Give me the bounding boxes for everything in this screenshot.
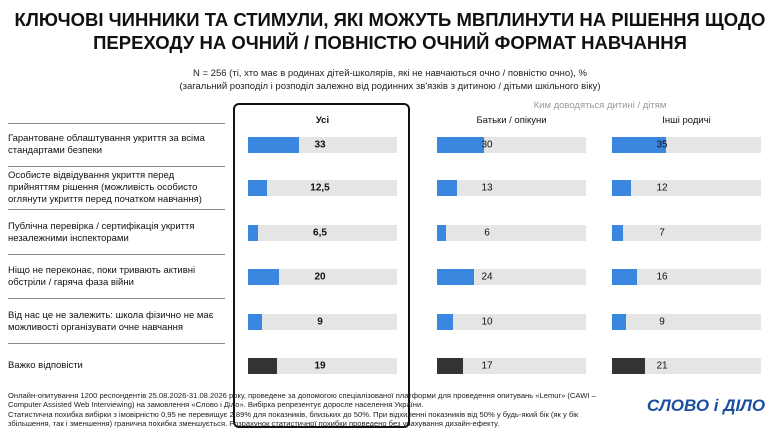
bar xyxy=(437,225,447,241)
bar-track xyxy=(612,358,761,374)
row-separator xyxy=(8,343,225,344)
value-label: 35 xyxy=(656,139,668,151)
footer-note: Онлайн-опитування 1200 респондентів 25.0… xyxy=(8,391,596,410)
spacer xyxy=(450,130,780,131)
bar-track xyxy=(612,180,761,196)
value-label: 33 xyxy=(314,139,326,151)
bar-track xyxy=(248,225,397,241)
row-separator xyxy=(8,298,225,299)
bar xyxy=(612,137,667,153)
series-header: Батьки / опікуни xyxy=(476,115,547,126)
series-header: Інші родичі xyxy=(662,115,711,126)
value-label: 24 xyxy=(481,271,493,283)
chart-title: КЛЮЧОВІ ЧИННИКИ ТА СТИМУЛИ, ЯКІ МОЖУТЬ М… xyxy=(14,9,766,53)
bar xyxy=(612,358,645,374)
value-label: 19 xyxy=(314,360,326,372)
bar-track xyxy=(248,358,397,374)
bar xyxy=(437,137,484,153)
value-label: 30 xyxy=(481,139,493,151)
value-label: 6,5 xyxy=(313,227,327,239)
value-label: 12 xyxy=(656,182,668,194)
value-label: 7 xyxy=(659,227,665,239)
row-separator xyxy=(8,254,225,255)
value-label: 13 xyxy=(481,182,493,194)
footer-note: Статистична похибка вибірки з імовірніст… xyxy=(8,410,579,429)
value-label: 12,5 xyxy=(310,182,330,194)
bar-track xyxy=(437,314,586,330)
bar-track xyxy=(612,225,761,241)
bar xyxy=(612,180,631,196)
series-header: Усі xyxy=(315,115,330,126)
bar-track xyxy=(437,358,586,374)
value-label: 10 xyxy=(481,316,493,328)
bar xyxy=(248,137,300,153)
bar xyxy=(248,180,268,196)
category-label: Від нас це не залежить: школа фізично не… xyxy=(8,310,214,333)
bar-track xyxy=(248,180,397,196)
value-label: 17 xyxy=(481,360,493,372)
value-label: 16 xyxy=(656,271,668,283)
bar xyxy=(248,314,262,330)
value-label: 21 xyxy=(656,360,668,372)
value-label: 9 xyxy=(317,316,323,328)
value-label: 9 xyxy=(659,316,665,328)
row-separator xyxy=(8,123,225,124)
category-label: Особисте відвідування укриття перед прий… xyxy=(8,170,202,205)
bar xyxy=(248,358,278,374)
bar xyxy=(437,269,475,285)
value-label: 20 xyxy=(314,271,326,283)
bar xyxy=(612,269,637,285)
bar xyxy=(437,358,464,374)
bar-track xyxy=(437,225,586,241)
bar xyxy=(248,225,259,241)
logo: СЛОВО і ДІЛО xyxy=(646,396,766,415)
bar-track xyxy=(248,269,397,285)
bar-track xyxy=(612,269,761,285)
group-label: Ким доводяться дитині / дітям xyxy=(533,100,667,111)
category-label: Публічна перевірка / сертифікація укритт… xyxy=(8,221,195,244)
subtitle: (загальний розподіл і розподіл залежно в… xyxy=(179,81,601,92)
bar-track xyxy=(437,180,586,196)
bar-track xyxy=(612,314,761,330)
bar-track xyxy=(248,314,397,330)
bar xyxy=(437,180,458,196)
row-separator xyxy=(8,166,225,167)
bar xyxy=(612,314,626,330)
bar xyxy=(612,225,623,241)
bar-track xyxy=(437,269,586,285)
category-label: Гарантоване облаштування укриття за всім… xyxy=(8,133,205,156)
row-separator xyxy=(8,209,225,210)
subtitle: N = 256 (ті, хто має в родинах дітей-шко… xyxy=(193,68,587,79)
value-label: 6 xyxy=(484,227,490,239)
highlight-box xyxy=(233,103,410,428)
category-label: Ніщо не переконає, поки тривають активні… xyxy=(8,265,196,288)
bar xyxy=(248,269,279,285)
bar xyxy=(437,314,453,330)
category-label: Важко відповісти xyxy=(8,360,83,371)
